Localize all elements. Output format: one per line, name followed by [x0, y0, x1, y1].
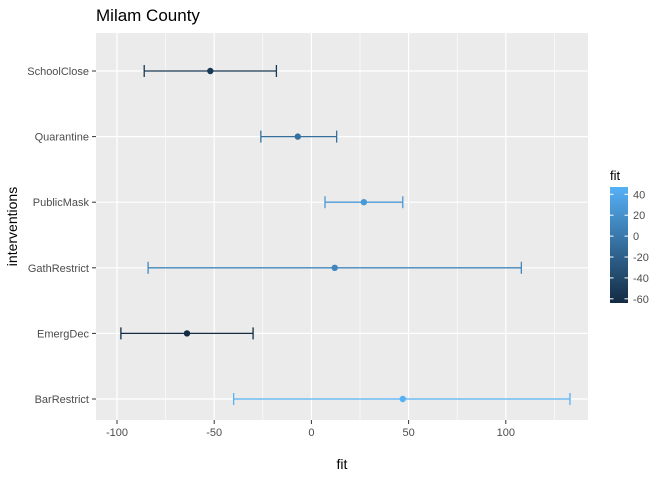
y-axis-label: interventions: [4, 187, 20, 266]
x-axis-label: fit: [337, 456, 348, 472]
x-tick-label: 0: [308, 427, 314, 439]
plot-panel: [96, 33, 588, 420]
point-barrestrict: [399, 395, 406, 403]
chart-title: Milam County: [96, 6, 200, 25]
legend-ticks: 40 20 0 -20 -40 -60: [610, 189, 649, 306]
point-emergdec: [183, 330, 191, 337]
y-tick-label: PublicMask: [33, 197, 90, 209]
legend-tick-label: 0: [633, 231, 639, 243]
legend-colorbar: [610, 187, 628, 303]
legend-title: fit: [610, 168, 621, 183]
x-tick-label: -100: [106, 427, 128, 439]
grid-minor: [165, 33, 555, 420]
y-tick-label: GathRestrict: [28, 263, 89, 275]
x-tick-label: 100: [497, 427, 515, 439]
legend-tick-label: 40: [633, 189, 645, 201]
legend-tick-label: -20: [633, 252, 649, 264]
y-tick-label: SchoolClose: [27, 66, 89, 78]
legend-tick-label: 20: [633, 210, 645, 222]
y-tick-label: BarRestrict: [35, 394, 89, 406]
point-publicmask: [360, 199, 368, 206]
data-points: [183, 67, 406, 403]
legend-tick-label: -40: [633, 273, 649, 285]
legend-tick-label: -60: [633, 294, 649, 306]
x-tick-label: -50: [206, 427, 222, 439]
legend: fit 40 20 0 -20 -40 -60: [610, 168, 649, 306]
y-axis-ticks: SchoolClose Quarantine PublicMask GathRestr…: [27, 66, 96, 406]
x-tick-label: 50: [402, 427, 414, 439]
point-gathrestrict: [331, 264, 338, 271]
x-axis-ticks: -100 -50 0 50 100: [106, 420, 515, 439]
point-quarantine: [294, 133, 301, 140]
y-tick-label: EmergDec: [37, 328, 89, 340]
point-schoolclose: [207, 67, 214, 75]
y-tick-label: Quarantine: [35, 132, 89, 144]
